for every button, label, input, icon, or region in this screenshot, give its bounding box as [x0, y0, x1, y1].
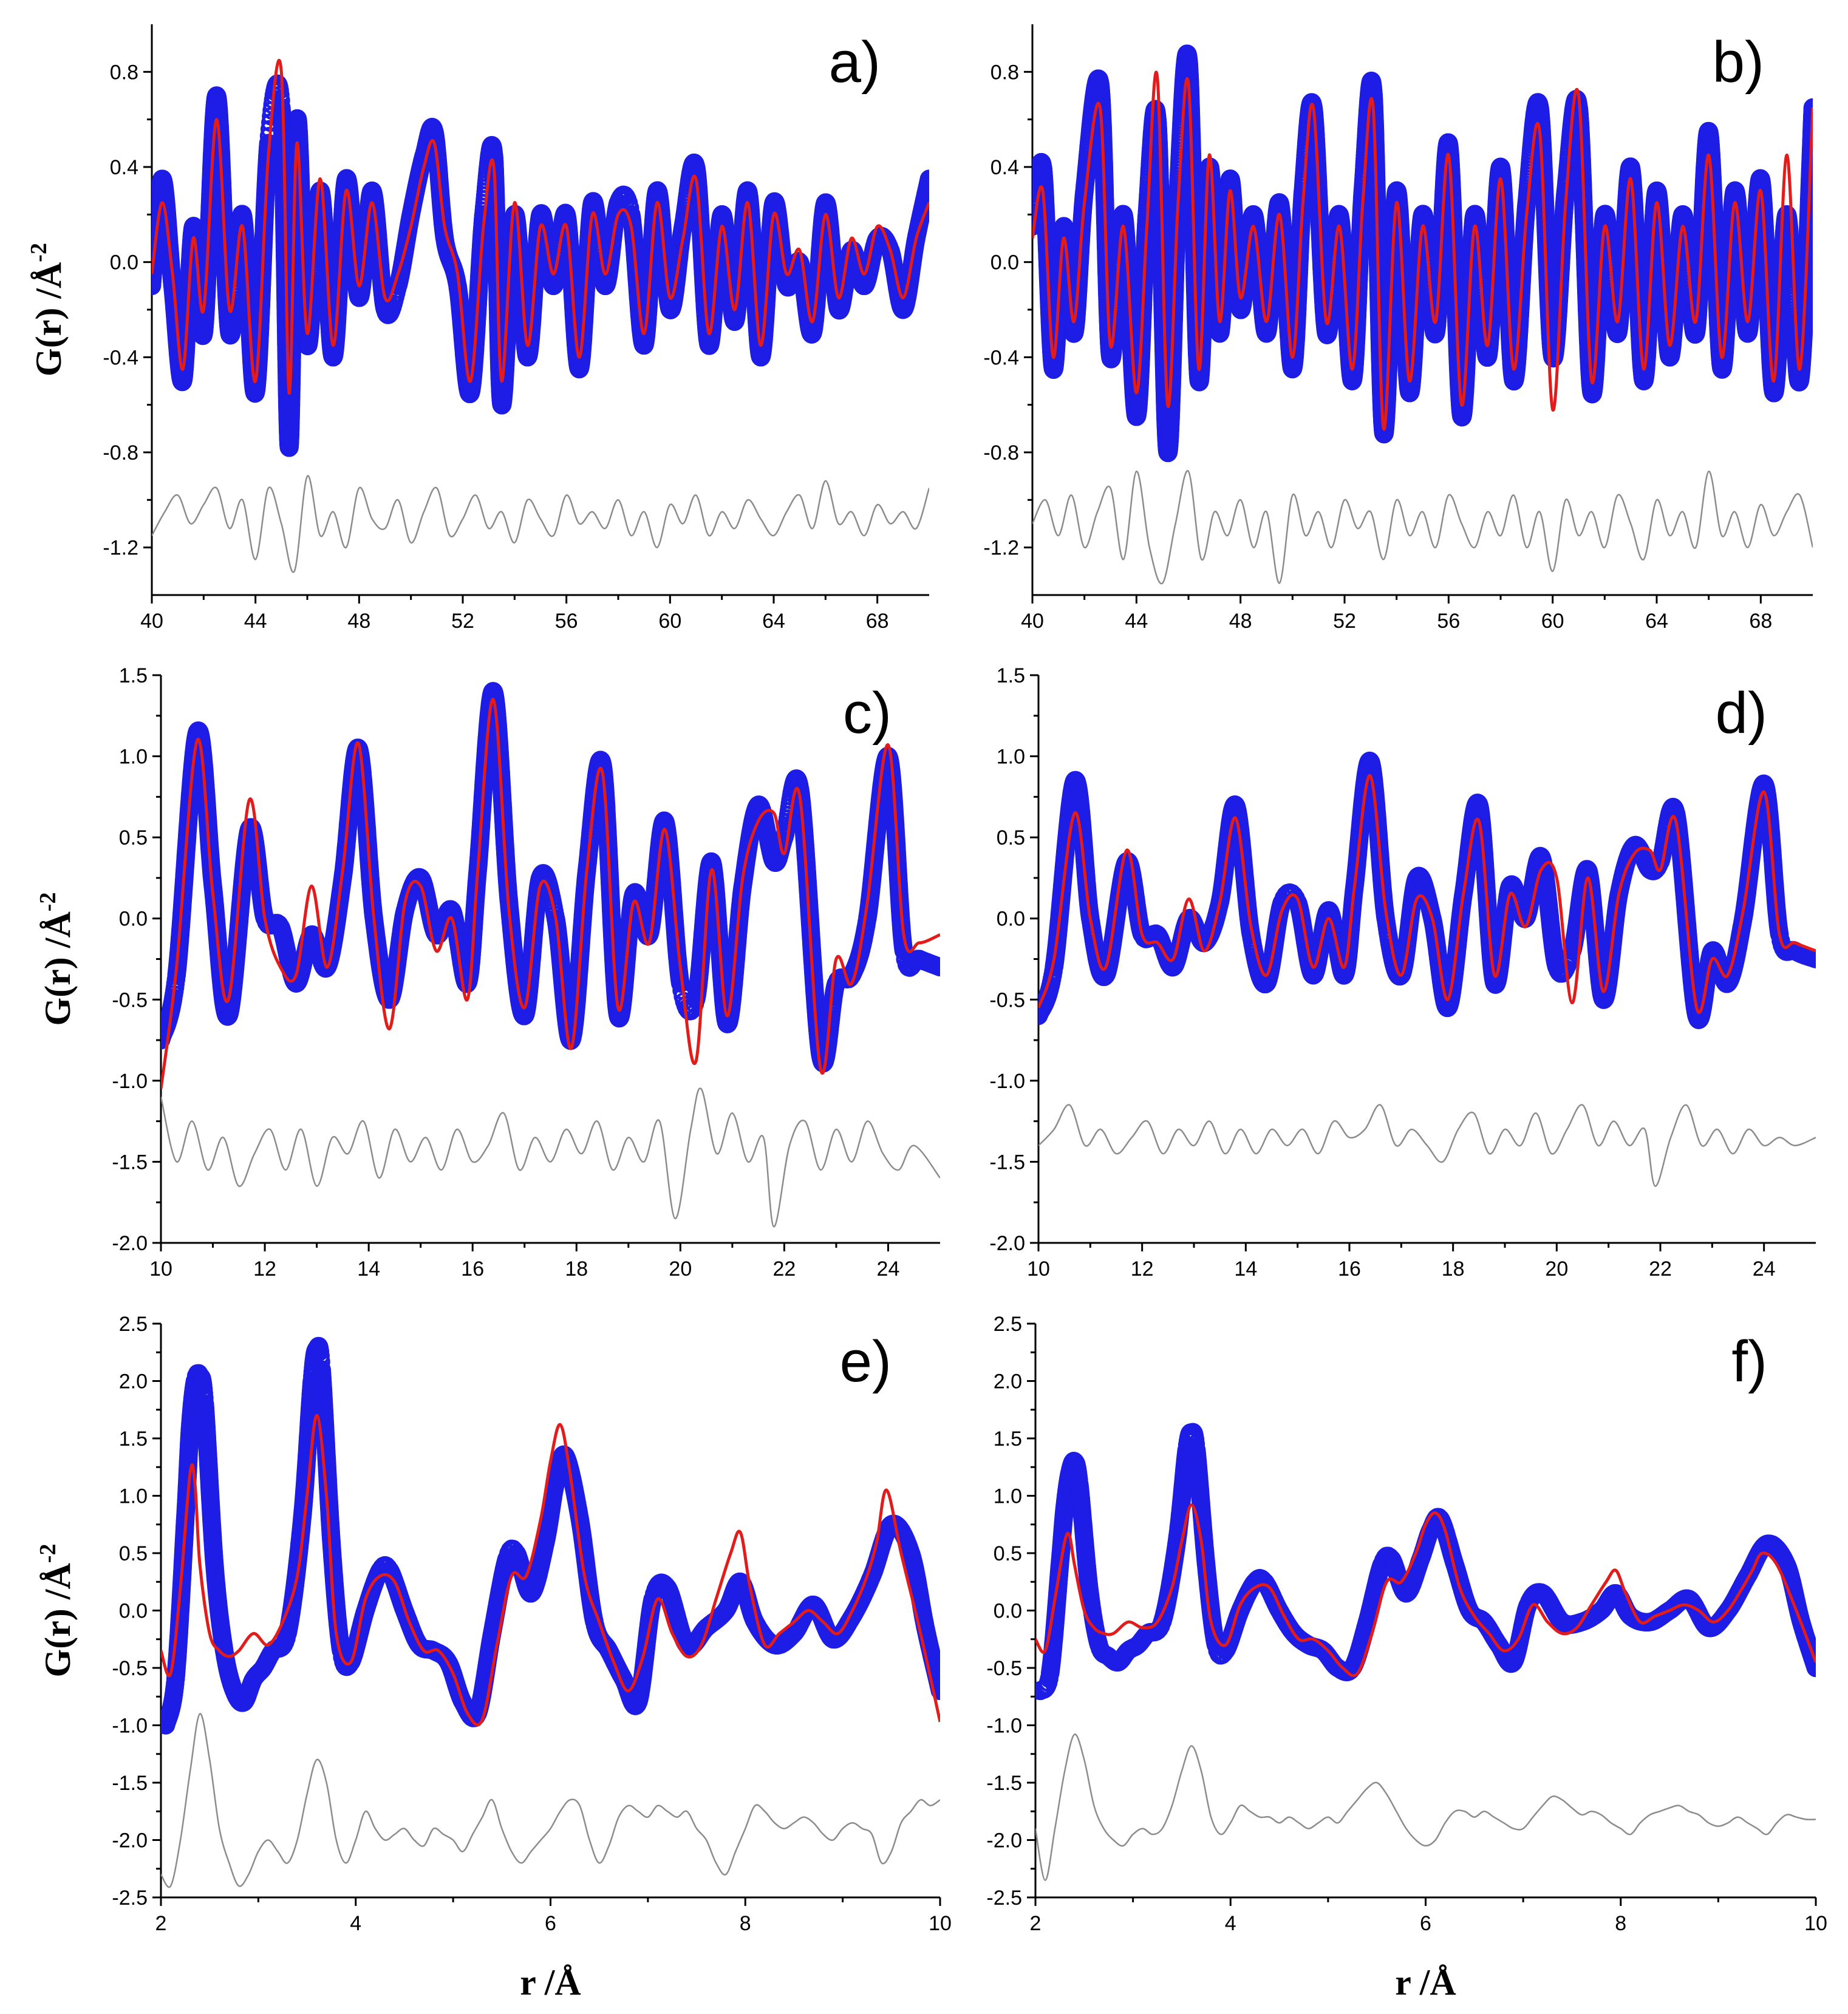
y-tick-label: -1.2	[103, 537, 138, 560]
x-tick-label: 48	[347, 610, 370, 633]
y-tick-label: -1.2	[983, 537, 1019, 560]
x-tick-label: 60	[658, 610, 681, 633]
y-tick-label: 0.4	[990, 156, 1019, 179]
panel-label: a)	[829, 30, 881, 95]
panel-a: -1.2 -0.8 -0.4 0.0 0.4 0.8 40 44 48 52 56 60 64 68 a) G…	[26, 24, 929, 633]
y-tick-label: 0.8	[990, 61, 1019, 84]
plot-area	[152, 59, 929, 573]
x-tick-label: 44	[1125, 610, 1148, 633]
y-tick-label: -0.4	[103, 346, 138, 369]
x-tick-label: 44	[244, 610, 267, 633]
x-tick-label: 64	[762, 610, 785, 633]
y-tick-label: 0.0	[990, 251, 1019, 274]
y-tick-label: -0.8	[103, 441, 138, 464]
y-axis-label: G(r) /Å-2	[26, 243, 69, 376]
y-tick-label: 0.4	[110, 156, 138, 179]
y-axis-label-sup: -2	[26, 243, 52, 262]
x-tick-label: 68	[866, 610, 889, 633]
x-tick-label: 64	[1645, 610, 1668, 633]
x-tick-label: 60	[1541, 610, 1564, 633]
x-tick-label: 56	[1437, 610, 1460, 633]
y-tick-label: -0.4	[983, 346, 1019, 369]
y-tick-label: -0.8	[983, 441, 1019, 464]
x-tick-label: 40	[1021, 610, 1044, 633]
x-tick-label: 68	[1749, 610, 1772, 633]
x-tick-label: 48	[1229, 610, 1252, 633]
x-tick-label: 56	[555, 610, 578, 633]
x-tick-label: 52	[1333, 610, 1356, 633]
x-tick-label: 40	[140, 610, 163, 633]
y-tick-label: 0.0	[110, 251, 138, 274]
y-tick-label: 0.8	[110, 61, 138, 84]
x-tick-label: 52	[451, 610, 474, 633]
